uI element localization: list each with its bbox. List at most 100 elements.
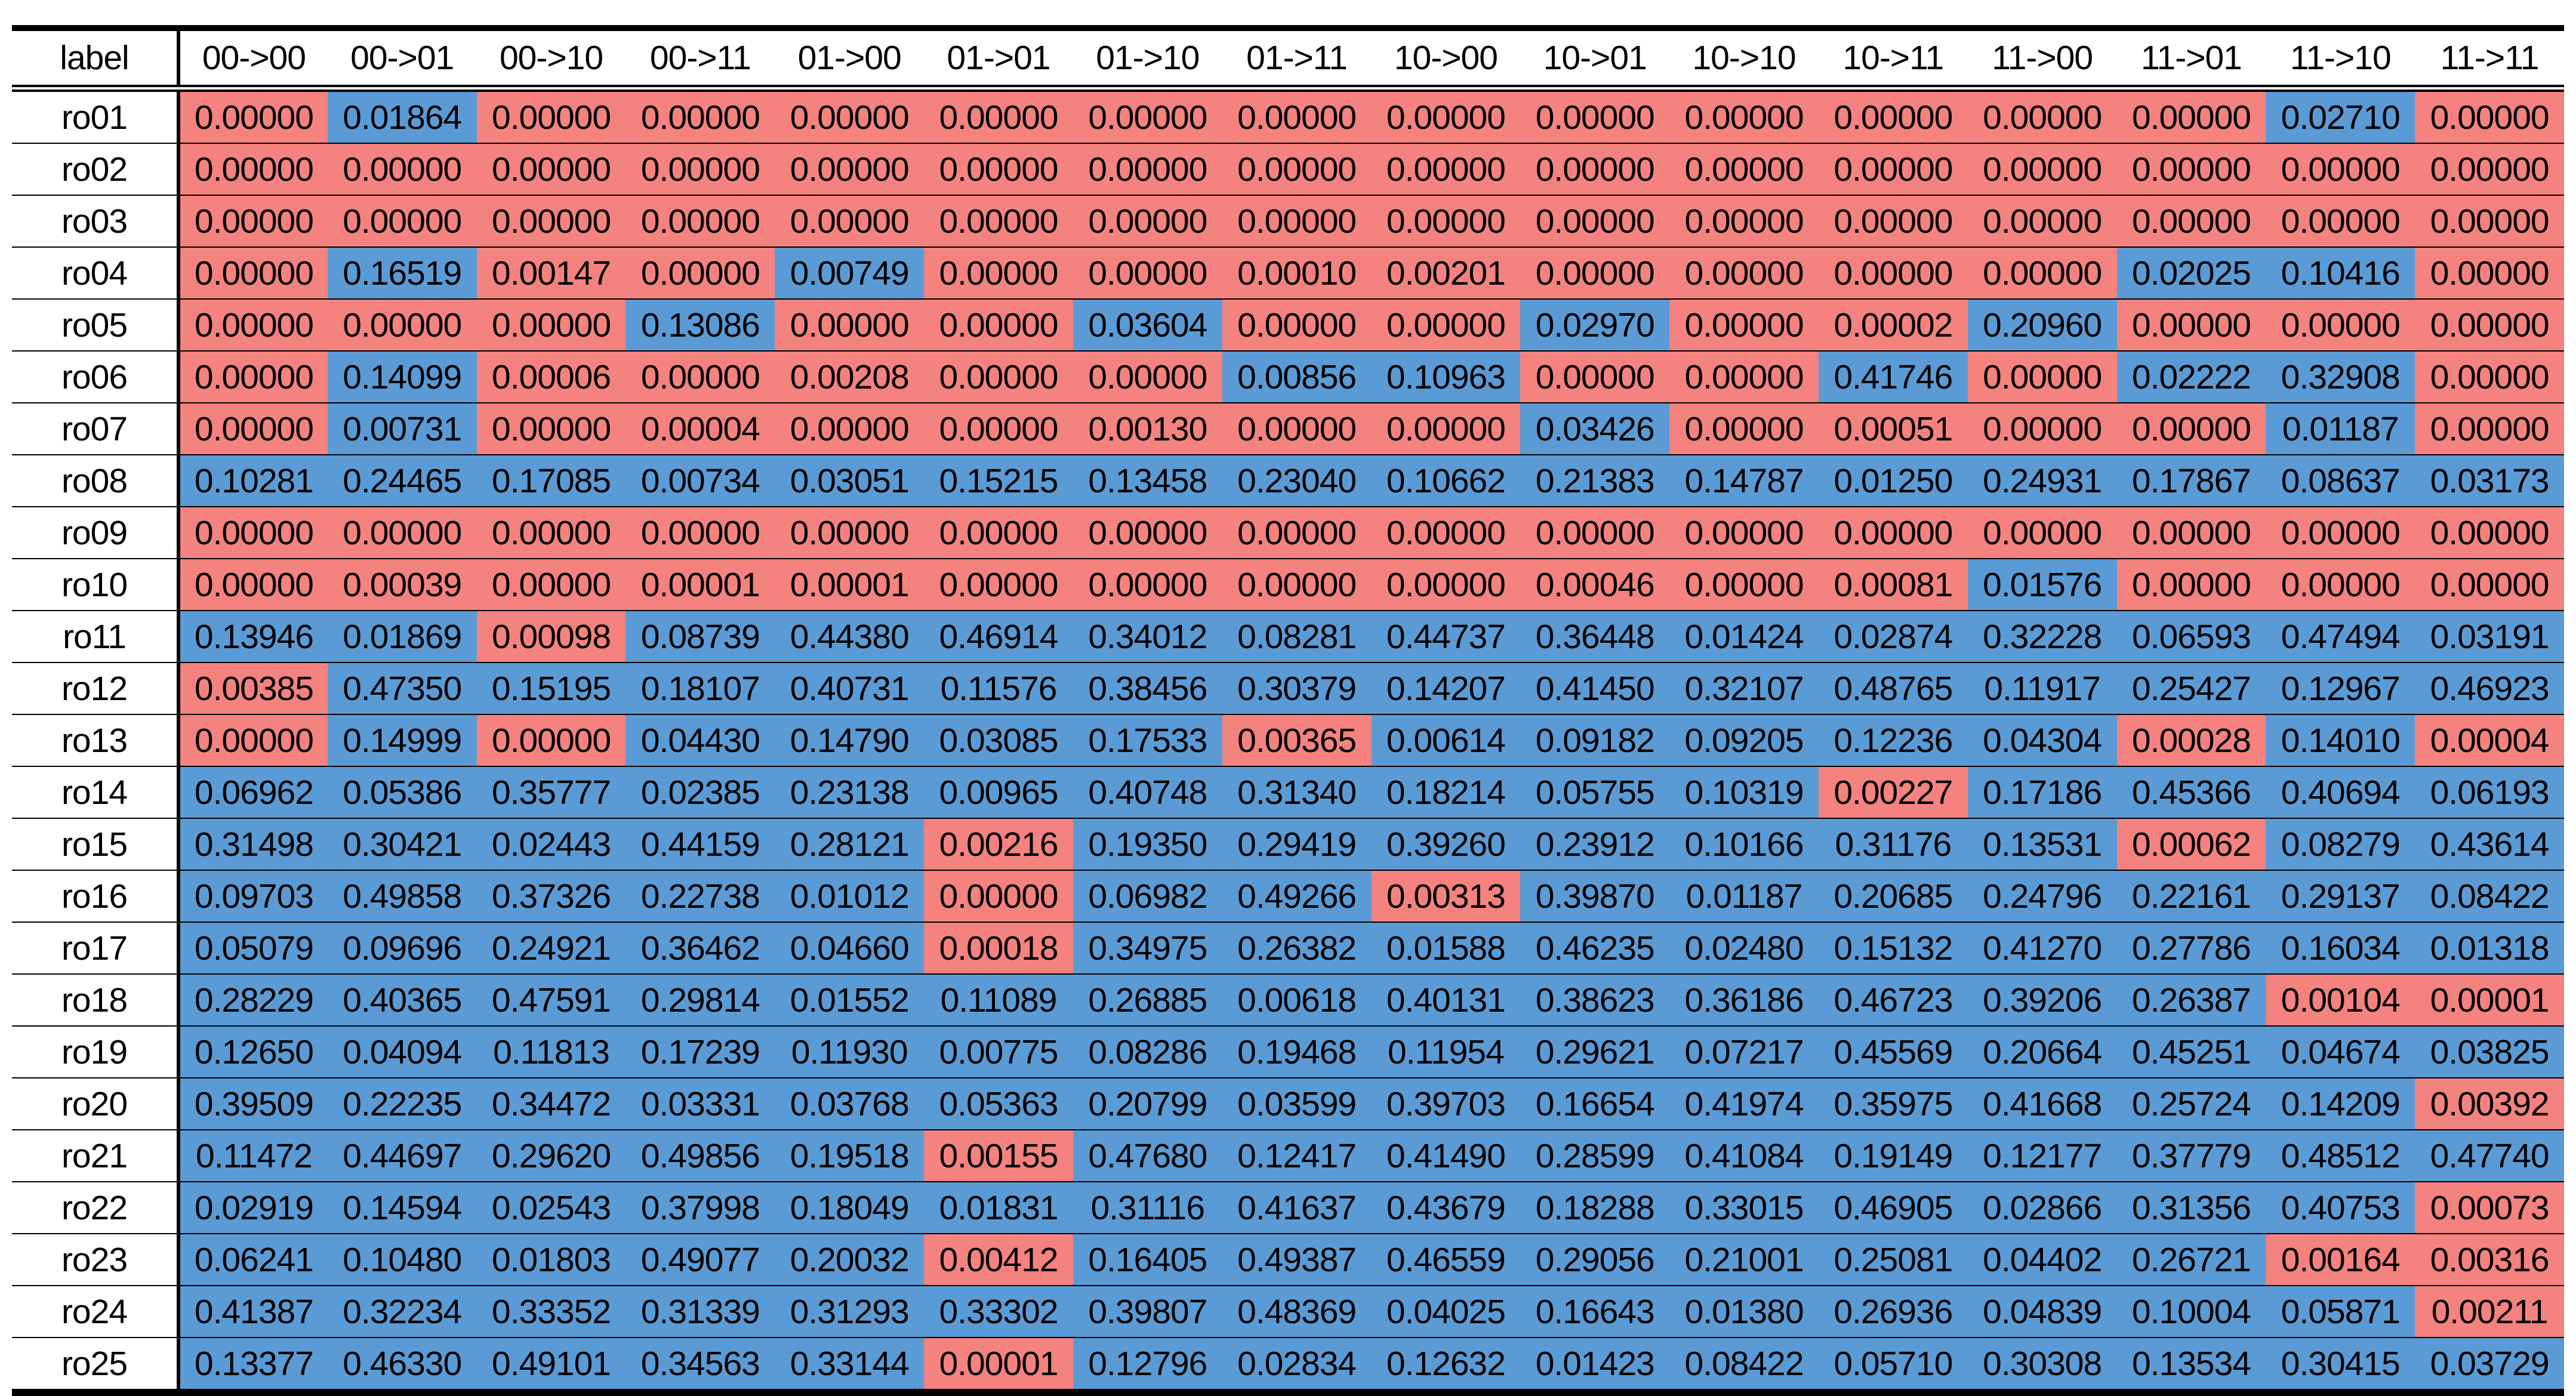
column-header: 01->11 <box>1222 28 1372 92</box>
table-cell: 0.46914 <box>924 611 1073 662</box>
table-cell: 0.01250 <box>1818 455 1968 507</box>
table-cell: 0.03604 <box>1073 299 1222 351</box>
table-cell: 0.41974 <box>1669 1078 1819 1130</box>
table-cell: 0.00000 <box>1520 351 1670 403</box>
table-cell: 0.20685 <box>1818 870 1968 922</box>
table-cell: 0.30415 <box>2266 1338 2415 1392</box>
table-cell: 0.02385 <box>625 766 775 818</box>
table-cell: 0.00000 <box>625 88 775 143</box>
table-cell: 0.00000 <box>1520 143 1670 195</box>
row-label: ro25 <box>12 1338 180 1392</box>
table-cell: 0.13086 <box>625 299 775 351</box>
table-cell: 0.47680 <box>1073 1130 1222 1182</box>
table-cell: 0.00000 <box>1222 195 1372 247</box>
table-cell: 0.16034 <box>2266 922 2415 974</box>
table-row: ro04 0.00000 0.16519 0.00147 0.00000 0.00749 0… <box>12 247 2564 299</box>
table-cell: 0.29620 <box>476 1130 626 1182</box>
table-cell: 0.37326 <box>476 870 626 922</box>
row-label: ro14 <box>12 766 180 818</box>
row-label: ro02 <box>12 143 180 195</box>
table-cell: 0.00000 <box>1967 507 2117 559</box>
table-cell: 0.16519 <box>327 247 477 299</box>
table-cell: 0.00000 <box>924 351 1073 403</box>
table-cell: 0.00000 <box>178 403 328 455</box>
table-cell: 0.15215 <box>924 455 1073 507</box>
table-cell: 0.00000 <box>924 195 1073 247</box>
table-cell: 0.46330 <box>327 1338 477 1392</box>
table-row: ro12 0.00385 0.47350 0.15195 0.18107 0.40731 0… <box>12 662 2564 714</box>
table-cell: 0.00000 <box>2116 507 2266 559</box>
table-cell: 0.02834 <box>1222 1338 1372 1392</box>
table-cell: 0.01869 <box>327 611 477 662</box>
table-cell: 0.00000 <box>1818 143 1968 195</box>
table-cell: 0.00000 <box>1371 195 1521 247</box>
table-cell: 0.08422 <box>2415 870 2564 922</box>
table-cell: 0.00130 <box>1073 403 1222 455</box>
table-row: ro24 0.41387 0.32234 0.33352 0.31339 0.31293 0… <box>12 1286 2564 1338</box>
table-cell: 0.37779 <box>2116 1130 2266 1182</box>
table-row: ro08 0.10281 0.24465 0.17085 0.00734 0.03051 0… <box>12 455 2564 507</box>
table-row: ro13 0.00000 0.14999 0.00000 0.04430 0.14790 0… <box>12 714 2564 766</box>
table-cell: 0.20960 <box>1967 299 2117 351</box>
table-cell: 0.37998 <box>625 1182 775 1234</box>
table-cell: 0.00000 <box>2415 143 2564 195</box>
table-cell: 0.49856 <box>625 1130 775 1182</box>
table-cell: 0.38623 <box>1520 974 1670 1026</box>
table-cell: 0.00227 <box>1818 766 1968 818</box>
table-cell: 0.01864 <box>327 88 477 143</box>
table-cell: 0.24921 <box>476 922 626 974</box>
table-cell: 0.31340 <box>1222 766 1372 818</box>
table-cell: 0.13458 <box>1073 455 1222 507</box>
table-cell: 0.39206 <box>1967 974 2117 1026</box>
table-cell: 0.02970 <box>1520 299 1670 351</box>
table-cell: 0.00775 <box>924 1026 1073 1078</box>
table-cell: 0.02222 <box>2116 351 2266 403</box>
table-cell: 0.12650 <box>178 1026 328 1078</box>
table-cell: 0.08279 <box>2266 818 2415 870</box>
table-cell: 0.36186 <box>1669 974 1819 1026</box>
table-cell: 0.09696 <box>327 922 477 974</box>
table-cell: 0.00000 <box>476 559 626 611</box>
table-cell: 0.03729 <box>2415 1338 2564 1392</box>
table-cell: 0.11089 <box>924 974 1073 1026</box>
table-row: ro18 0.28229 0.40365 0.47591 0.29814 0.01552 0… <box>12 974 2564 1026</box>
table-row: ro17 0.05079 0.09696 0.24921 0.36462 0.04660 0… <box>12 922 2564 974</box>
table-cell: 0.49387 <box>1222 1234 1372 1286</box>
row-label: ro13 <box>12 714 180 766</box>
table-row: ro20 0.39509 0.22235 0.34472 0.03331 0.03768 0… <box>12 1078 2564 1130</box>
table-cell: 0.00000 <box>1818 195 1968 247</box>
table-cell: 0.19468 <box>1222 1026 1372 1078</box>
row-label: ro24 <box>12 1286 180 1338</box>
table-cell: 0.01380 <box>1669 1286 1819 1338</box>
table-row: ro16 0.09703 0.49858 0.37326 0.22738 0.01012 0… <box>12 870 2564 922</box>
table-cell: 0.19350 <box>1073 818 1222 870</box>
table-cell: 0.00000 <box>2415 88 2564 143</box>
table-cell: 0.00000 <box>1222 299 1372 351</box>
table-row: ro25 0.13377 0.46330 0.49101 0.34563 0.33144 0… <box>12 1338 2564 1392</box>
table-cell: 0.41490 <box>1371 1130 1521 1182</box>
table-cell: 0.00000 <box>775 195 925 247</box>
table-cell: 0.02919 <box>178 1182 328 1234</box>
table-row: ro09 0.00000 0.00000 0.00000 0.00000 0.00000 0… <box>12 507 2564 559</box>
table-cell: 0.00000 <box>1073 507 1222 559</box>
table-cell: 0.00000 <box>2116 195 2266 247</box>
table-cell: 0.00000 <box>327 143 477 195</box>
table-cell: 0.04402 <box>1967 1234 2117 1286</box>
table-cell: 0.00000 <box>178 299 328 351</box>
table-cell: 0.41746 <box>1818 351 1968 403</box>
table-cell: 0.27786 <box>2116 922 2266 974</box>
table-cell: 0.23138 <box>775 766 925 818</box>
table-cell: 0.14787 <box>1669 455 1819 507</box>
table-cell: 0.46923 <box>2415 662 2564 714</box>
column-header: 11->00 <box>1967 28 2117 92</box>
table-cell: 0.00000 <box>178 88 328 143</box>
table-cell: 0.13534 <box>2116 1338 2266 1392</box>
table-cell: 0.00000 <box>1669 88 1819 143</box>
table-cell: 0.00000 <box>1520 507 1670 559</box>
table-cell: 0.20664 <box>1967 1026 2117 1078</box>
table-cell: 0.24796 <box>1967 870 2117 922</box>
table-cell: 0.00000 <box>775 299 925 351</box>
table-cell: 0.11954 <box>1371 1026 1521 1078</box>
table-cell: 0.39509 <box>178 1078 328 1130</box>
